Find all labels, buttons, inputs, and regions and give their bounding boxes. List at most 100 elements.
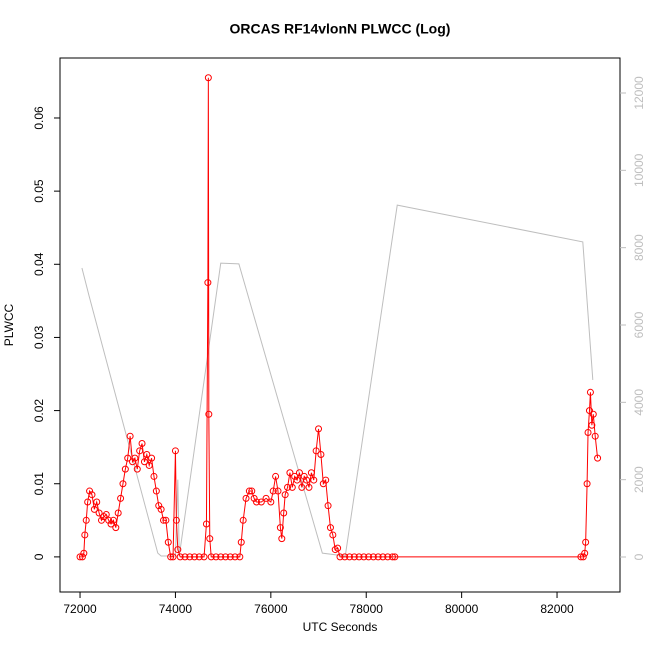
data-point <box>310 476 318 484</box>
y2-tick-label: 12000 <box>632 76 646 110</box>
data-point <box>286 469 294 477</box>
data-point <box>82 516 90 524</box>
data-point <box>105 516 113 524</box>
data-point <box>236 553 244 561</box>
data-point <box>86 487 94 495</box>
data-point <box>226 553 234 561</box>
data-point <box>148 454 156 462</box>
data-point <box>231 553 239 561</box>
chart-title: ORCAS RF14vlonN PLWCC (Log) <box>230 21 451 37</box>
data-point <box>186 553 194 561</box>
data-point <box>281 491 289 499</box>
data-point <box>181 553 189 561</box>
data-point <box>274 487 282 495</box>
data-point <box>237 538 245 546</box>
data-point <box>326 524 334 532</box>
data-point <box>162 516 170 524</box>
data-point <box>150 472 158 480</box>
data-point <box>391 553 399 561</box>
data-point <box>174 546 182 554</box>
data-point <box>250 494 258 502</box>
data-point <box>384 553 392 561</box>
y-tick-label: 0.04 <box>32 252 46 276</box>
data-point <box>329 531 337 539</box>
data-point <box>200 553 208 561</box>
data-point <box>295 469 303 477</box>
data-point <box>172 516 180 524</box>
series-line <box>81 204 594 557</box>
data-point <box>245 487 253 495</box>
data-point <box>205 410 213 418</box>
data-point <box>594 454 602 462</box>
data-point <box>80 549 88 557</box>
data-point <box>582 538 590 546</box>
data-point <box>143 450 151 458</box>
data-point <box>169 553 177 561</box>
data-point <box>374 553 382 561</box>
x-axis-label: UTC Seconds <box>303 620 378 634</box>
data-point <box>88 491 96 499</box>
data-point <box>102 510 110 518</box>
data-point <box>207 553 215 561</box>
data-point <box>155 502 163 510</box>
data-point <box>157 505 165 513</box>
data-point <box>336 553 344 561</box>
data-point <box>112 524 120 532</box>
data-point <box>164 538 172 546</box>
data-point <box>267 498 275 506</box>
data-point <box>581 549 589 557</box>
data-point <box>138 440 146 448</box>
data-point <box>334 544 342 552</box>
x-tick-label: 76000 <box>254 602 288 616</box>
data-point <box>90 505 98 513</box>
data-point <box>242 494 250 502</box>
data-point <box>303 476 311 484</box>
data-point <box>129 458 137 466</box>
data-point <box>585 407 593 415</box>
data-point <box>114 509 122 517</box>
y2-tick-label: 4000 <box>632 389 646 416</box>
data-point <box>191 553 199 561</box>
data-point <box>253 498 261 506</box>
data-point <box>76 553 84 561</box>
data-point <box>212 553 220 561</box>
data-point <box>107 520 115 528</box>
x-tick-label: 82000 <box>540 602 574 616</box>
y2-tick-label: 0 <box>632 553 646 560</box>
data-point <box>117 494 125 502</box>
data-point <box>124 454 132 462</box>
x-tick-label: 78000 <box>350 602 384 616</box>
data-point <box>589 410 597 418</box>
y-tick-label: 0.06 <box>32 106 46 130</box>
y-tick-label: 0.02 <box>32 399 46 423</box>
data-point <box>360 553 368 561</box>
data-point <box>100 513 108 521</box>
data-point <box>78 553 86 561</box>
x-tick-label: 72000 <box>63 602 97 616</box>
data-point <box>284 483 292 491</box>
data-point <box>591 432 599 440</box>
data-point <box>312 447 320 455</box>
data-point <box>176 553 184 561</box>
data-point <box>280 509 288 517</box>
data-point <box>322 476 330 484</box>
data-point <box>95 509 103 517</box>
y-tick-label: 0 <box>32 553 46 560</box>
data-point <box>278 535 286 543</box>
y2-tick-label: 6000 <box>632 311 646 338</box>
data-point <box>276 524 284 532</box>
data-point <box>145 461 153 469</box>
data-point <box>248 487 256 495</box>
data-point <box>579 553 587 561</box>
data-point <box>121 465 129 473</box>
y-tick-label: 0.01 <box>32 472 46 496</box>
x-tick-label: 74000 <box>159 602 193 616</box>
data-point <box>293 476 301 484</box>
data-point <box>93 498 101 506</box>
data-point <box>388 553 396 561</box>
data-point <box>291 472 299 480</box>
data-point <box>350 553 358 561</box>
data-point <box>81 531 89 539</box>
data-point <box>305 483 313 491</box>
